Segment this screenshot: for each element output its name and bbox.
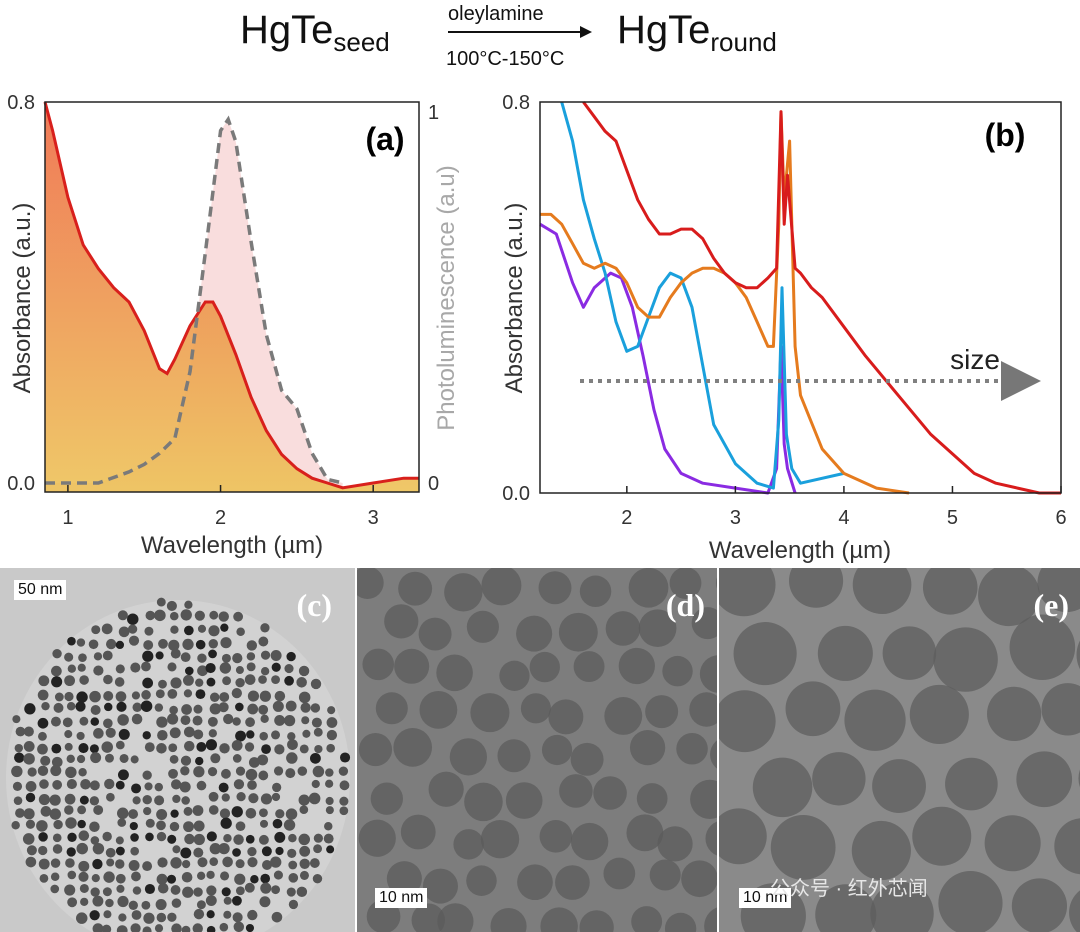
chart-a-panel-label: (a)	[365, 121, 404, 157]
chart-b-frame	[539, 101, 1062, 494]
absorbance-series-3	[540, 110, 910, 495]
absorbance-area	[45, 102, 419, 492]
chart-b-panel-label: (b)	[985, 117, 1026, 153]
y2-tick-label: 0	[428, 473, 439, 495]
tem-c-label: (c)	[296, 587, 332, 623]
conditions-label: 100°C-150°C	[446, 48, 565, 70]
absorbance-series-2	[560, 101, 845, 490]
y-tick-label: 0.8	[7, 92, 35, 114]
x-tick-label: 6	[1055, 507, 1066, 529]
tem-image-c-picture: (c)	[0, 568, 355, 932]
photoluminescence-line	[45, 115, 344, 485]
size-annotation: size	[950, 344, 1000, 375]
tem-d-scalebar: 10 nm	[375, 888, 428, 908]
product-name: HgTe	[617, 8, 711, 52]
reagent-label: oleylamine	[448, 3, 544, 25]
product-subscript: round	[710, 27, 777, 57]
reactant-subscript: seed	[333, 27, 390, 57]
chart-b-xlabel: Wavelength (µm)	[709, 537, 891, 564]
tem-e-label: (e)	[1033, 587, 1069, 623]
tem-image-e: (e) 10 nm	[719, 568, 1080, 932]
reaction-scheme: HgTeseed oleylamine 100°C-150°C HgTeroun…	[0, 0, 1080, 90]
absorbance-series-1	[539, 222, 797, 495]
reactant-formula: HgTeseed	[240, 10, 390, 55]
tem-image-d: (d) 10 nm	[357, 568, 717, 932]
x-tick-label: 2	[621, 507, 632, 529]
x-tick-label: 3	[368, 507, 379, 529]
y-tick-label: 0.0	[7, 473, 35, 495]
x-tick-label: 5	[947, 507, 958, 529]
x-tick-label: 1	[62, 507, 73, 529]
reaction-arrow	[448, 26, 592, 38]
absorbance-series-4	[582, 101, 1061, 495]
y-tick-label: 0.8	[502, 92, 530, 114]
absorbance-line	[43, 101, 419, 490]
x-tick-label: 3	[730, 507, 741, 529]
chart-b: 2 3 4 5 6 0.0 0.8 size (b) Wavelength (µm) Abs…	[501, 92, 1067, 564]
x-tick-label: 2	[215, 507, 226, 529]
chart-a: 1 2 3 0.0 0.8 0 1 (a) Wavelength (µm) Absorban…	[7, 92, 460, 559]
y-tick-label: 0.0	[502, 483, 530, 505]
y2-tick-label: 1	[428, 102, 439, 124]
pl-area	[45, 119, 343, 493]
x-tick-label: 4	[838, 507, 849, 529]
chart-a-y2label: Photoluminescence (a.u)	[433, 165, 460, 430]
chart-b-ylabel: Absorbance (a.u.)	[501, 203, 528, 394]
tem-image-c: (c) 50 nm	[0, 568, 355, 932]
tem-c-scalebar: 50 nm	[14, 580, 67, 600]
watermark: 公众号 · 红外芯闻	[770, 878, 928, 900]
tem-image-e-picture: (e)	[719, 568, 1080, 932]
tem-image-d-picture: (d)	[357, 568, 717, 932]
chart-a-ylabel: Absorbance (a.u.)	[9, 203, 36, 394]
reactant-name: HgTe	[240, 8, 334, 52]
chart-a-xlabel: Wavelength (µm)	[141, 532, 323, 559]
chart-a-frame	[44, 101, 420, 493]
tem-e-scalebar: 10 nm	[739, 888, 792, 908]
product-formula: HgTeround	[617, 10, 777, 55]
tem-d-label: (d)	[666, 587, 705, 623]
